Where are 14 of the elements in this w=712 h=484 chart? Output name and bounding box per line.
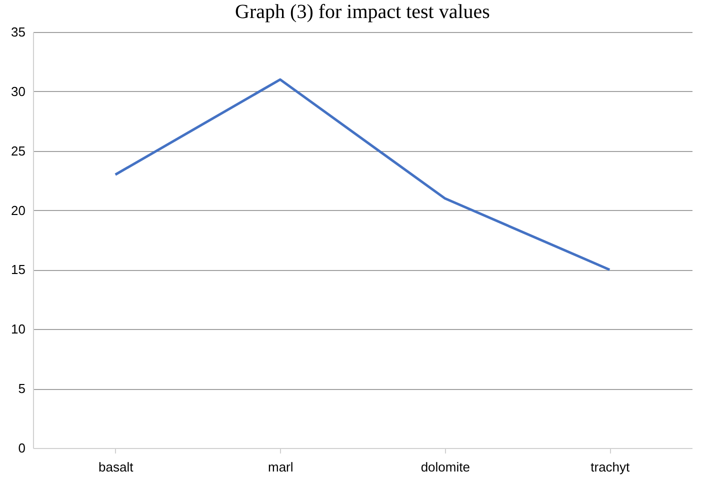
y-tick-label: 10 [11,322,26,337]
line-series [114,78,611,271]
chart-title: Graph (3) for impact test values [235,1,490,23]
y-tick-label: 35 [11,24,26,40]
x-tick-label: trachyt [590,460,630,474]
y-tick-label: 25 [11,143,26,158]
y-tick-label: 0 [18,440,26,456]
y-tick-label: 30 [11,84,26,99]
y-tick-label: 5 [18,381,26,396]
y-tick-label: 20 [11,202,26,218]
y-tick-label: 15 [11,262,26,278]
x-tick-label: basalt [98,460,134,474]
x-tick-label: marl [268,460,294,474]
x-tick-label: dolomite [420,460,470,474]
